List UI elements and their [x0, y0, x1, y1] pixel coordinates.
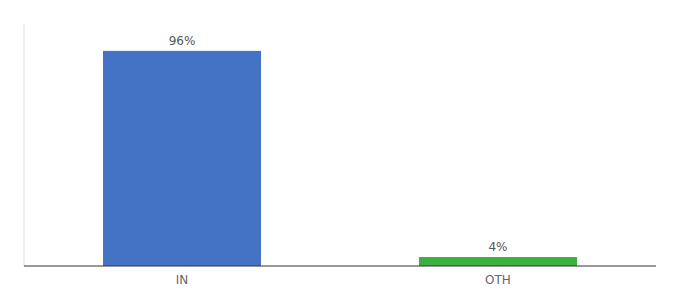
bar: [103, 51, 261, 266]
chart-svg: 96% 4% IN OTH: [0, 0, 680, 300]
bar: [419, 257, 577, 266]
x-tick-label: OTH: [485, 273, 511, 287]
y-axis-line: [24, 24, 25, 266]
x-axis-line: [24, 266, 656, 267]
data-label: 4%: [488, 240, 507, 254]
x-tick-label: IN: [176, 273, 189, 287]
chart-container: 96% 4% IN OTH: [0, 0, 680, 300]
data-label: 96%: [169, 34, 196, 48]
bars: [103, 51, 577, 266]
